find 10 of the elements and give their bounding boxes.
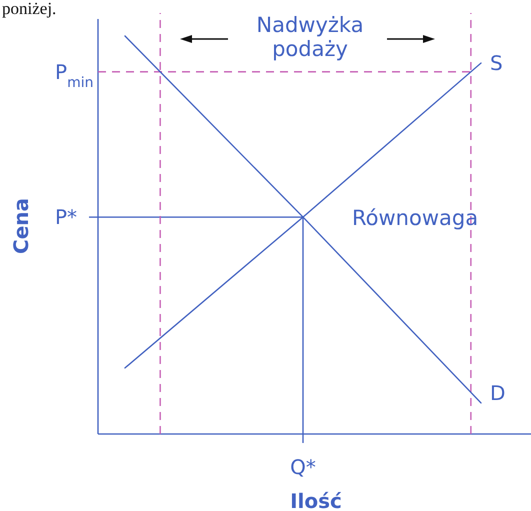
text: Q* xyxy=(290,455,316,479)
series-label: S xyxy=(490,51,503,76)
series-label: D xyxy=(490,380,506,405)
annotation: Nadwyżka podaży xyxy=(256,13,364,61)
y-axis-title: Cena xyxy=(9,198,33,254)
x-axis-title: Ilość xyxy=(290,489,342,511)
text: poniżej. xyxy=(2,0,56,18)
ref-line-label: P* xyxy=(55,205,78,230)
annotation: Równowaga xyxy=(352,206,478,230)
ref-line-label: P$_{min}$ xyxy=(55,60,94,91)
